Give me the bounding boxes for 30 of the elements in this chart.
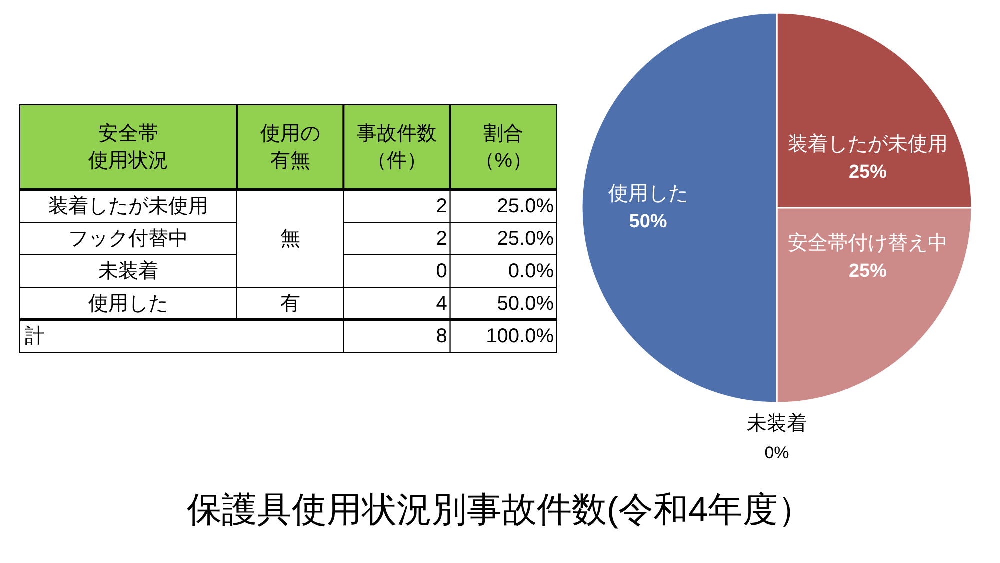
data-label: 25% <box>849 162 888 183</box>
cell-value: 2 <box>436 195 448 218</box>
cell-text: 有 <box>280 292 300 315</box>
cell-value: 4 <box>436 292 448 315</box>
column-header: 事故件数（件） <box>357 123 437 172</box>
column-header: 安全帯使用状況 <box>88 123 168 172</box>
cell-value: 25.0% <box>497 228 554 250</box>
pie-label: 未装着 <box>747 413 807 435</box>
cell-value: 0 <box>436 260 448 282</box>
title: 保護具使用状況別事故件数(令和4年度） <box>186 490 814 530</box>
row-label: 装着したが未使用 <box>48 195 208 218</box>
cell-value: 2 <box>436 228 448 250</box>
cell-value: 8 <box>436 325 448 348</box>
data-label: 50% <box>629 212 668 232</box>
row-label: 計 <box>25 325 45 348</box>
data-label: 25% <box>849 261 888 282</box>
cell-text: 無 <box>280 228 300 250</box>
row-label: 未装着 <box>98 260 158 282</box>
row-label: フック付替中 <box>68 228 188 250</box>
column-header: 割合（%） <box>474 123 533 172</box>
data-label: 0% <box>764 444 790 462</box>
cell-value: 100.0% <box>486 325 554 348</box>
column-header: 使用の有無 <box>260 123 320 172</box>
pie-label: 使用した <box>608 183 688 205</box>
row-label: 使用した <box>88 292 168 315</box>
pie-label: 装着したが未使用 <box>788 133 948 156</box>
cell-value: 25.0% <box>497 195 554 218</box>
pie-label: 安全帯付け替え中 <box>788 232 948 255</box>
cell-value: 50.0% <box>497 292 554 315</box>
cell-value: 0.0% <box>508 260 554 282</box>
